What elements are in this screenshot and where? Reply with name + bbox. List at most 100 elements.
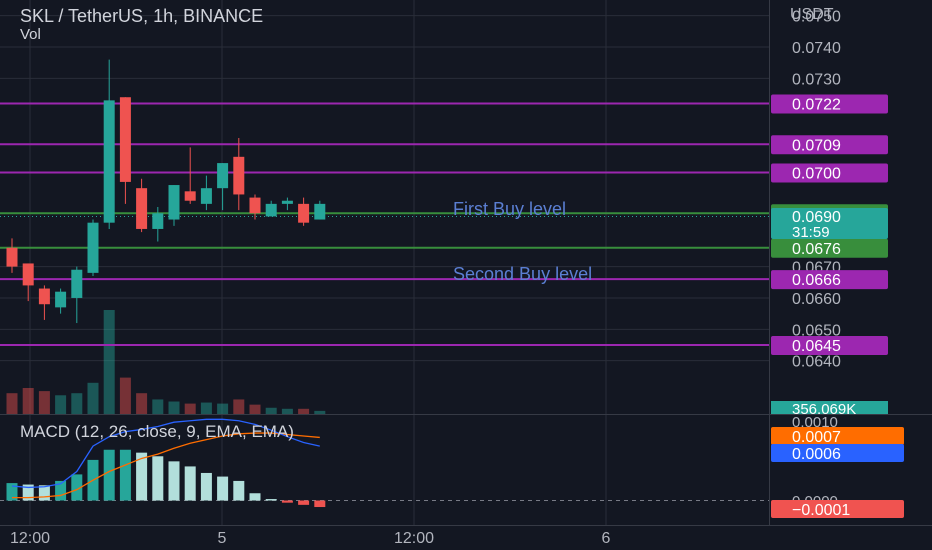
- price-axis-tick: 0.0740: [792, 40, 841, 57]
- candle-body: [265, 203, 277, 217]
- macd-histogram-bar: [281, 500, 293, 503]
- candle-body: [119, 97, 131, 182]
- candle-body: [136, 188, 148, 229]
- macd-histogram-bar: [168, 461, 180, 501]
- candle-body: [217, 163, 229, 189]
- level-price-label: 0.0722: [792, 97, 841, 114]
- volume-bar: [265, 407, 277, 414]
- macd-histogram-bar: [22, 484, 34, 501]
- macd-histogram-bar: [152, 456, 164, 501]
- volume-bar: [38, 391, 50, 414]
- volume-bar: [233, 399, 245, 414]
- time-label: 12:00: [10, 530, 50, 547]
- volume-bar: [103, 310, 115, 414]
- chart-title[interactable]: SKL / TetherUS, 1h, BINANCE: [20, 6, 263, 26]
- volume-bar: [136, 393, 148, 414]
- macd-histogram-bar: [103, 449, 115, 501]
- macd-value-label: 0.0007: [792, 429, 841, 446]
- candle-body: [168, 185, 180, 220]
- macd-histogram-bar: [136, 452, 148, 501]
- macd-histogram-bar: [184, 466, 196, 501]
- macd-histogram-bar: [55, 480, 67, 501]
- price-axis-tick: 0.0640: [792, 354, 841, 371]
- macd-signal-line: [12, 432, 320, 499]
- volume-bar: [249, 404, 261, 414]
- volume-bar: [314, 410, 326, 414]
- candle-body: [249, 197, 261, 214]
- macd-value-badge: [771, 500, 904, 518]
- volume-bar: [298, 408, 310, 414]
- level-price-label: 0.0700: [792, 166, 841, 183]
- candle-body: [233, 156, 245, 195]
- macd-histogram-bar: [298, 500, 310, 505]
- level-price-badge: [771, 135, 888, 155]
- volume-bar: [55, 395, 67, 414]
- macd-histogram-bar: [249, 493, 261, 501]
- candle-body: [55, 291, 67, 308]
- level-price-badge: [771, 336, 888, 355]
- candle-body: [200, 188, 212, 204]
- macd-histogram-bar: [71, 474, 83, 501]
- volume-bar: [71, 393, 83, 414]
- candle-body: [281, 200, 293, 204]
- candle-body: [103, 100, 115, 223]
- currency-label: USDT: [790, 6, 834, 23]
- level-price-badge: [771, 238, 888, 258]
- macd-histogram-bar: [6, 483, 18, 501]
- last-price-value: 0.0690: [792, 209, 841, 226]
- volume-bar: [87, 382, 99, 414]
- macd-histogram-bar: [265, 499, 277, 501]
- macd-histogram-bar: [217, 476, 229, 501]
- volume-bar: [184, 403, 196, 414]
- macd-axis-tick-top: 0.0010: [792, 414, 838, 431]
- macd-value-badge: [771, 427, 904, 445]
- macd-histogram-bar: [314, 500, 326, 508]
- volume-bar: [6, 393, 18, 414]
- volume-bar: [168, 401, 180, 414]
- candle-body: [38, 288, 50, 305]
- first-buy-annotation[interactable]: First Buy level: [453, 199, 566, 219]
- level-price-badge: [771, 94, 888, 114]
- candle-body: [6, 247, 18, 267]
- level-price-badge: [771, 270, 888, 290]
- time-label: 5: [218, 530, 227, 547]
- macd-histogram-bar: [233, 480, 245, 501]
- second-buy-annotation[interactable]: Second Buy level: [453, 264, 592, 284]
- level-price-label: 0.0709: [792, 137, 841, 154]
- volume-bar: [22, 388, 34, 414]
- candle-body: [314, 203, 326, 220]
- price-axis-tick: 0.0660: [792, 291, 841, 308]
- macd-title[interactable]: MACD (12, 26, close, 9, EMA, EMA): [20, 422, 294, 441]
- volume-value: 356.069K: [792, 401, 856, 418]
- last-price-badge: 0.0690 31:59: [771, 208, 888, 241]
- level-price-badge: [771, 163, 888, 183]
- volume-bar: [119, 377, 131, 414]
- macd-histogram-bar: [38, 485, 50, 501]
- candle-body: [184, 191, 196, 201]
- macd-histogram-bar: [119, 449, 131, 501]
- candle-body: [22, 263, 34, 286]
- candle-countdown: 31:59: [792, 224, 830, 241]
- macd-value-label: 0.0006: [792, 446, 841, 463]
- level-price-label: 0.0666: [792, 272, 841, 289]
- level-price-label: 0.0676: [792, 241, 841, 258]
- time-label: 12:00: [394, 530, 434, 547]
- macd-line: [11, 418, 320, 489]
- volume-bar: [200, 402, 212, 414]
- volume-indicator-label[interactable]: Vol: [20, 26, 41, 43]
- candle-body: [71, 269, 83, 298]
- candle-body: [87, 222, 99, 273]
- macd-histogram-bar: [200, 472, 212, 501]
- macd-value-label: −0.0001: [792, 502, 850, 519]
- price-axis-tick: 0.0650: [792, 322, 841, 339]
- volume-badge: 356.069K: [771, 401, 888, 418]
- volume-bar: [217, 403, 229, 414]
- candle-body: [298, 203, 310, 223]
- price-axis-tick: 0.0730: [792, 71, 841, 88]
- time-label: 6: [602, 530, 611, 547]
- candle-body: [152, 213, 164, 229]
- macd-value-badge: [771, 444, 904, 462]
- level-price-label: 0.0645: [792, 338, 841, 355]
- price-axis-tick: 0.0750: [792, 9, 841, 26]
